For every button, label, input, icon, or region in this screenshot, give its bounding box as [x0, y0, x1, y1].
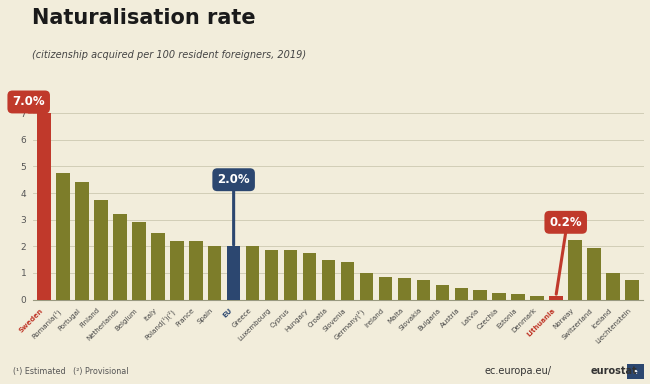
- Bar: [227, 246, 240, 300]
- Bar: [208, 246, 222, 300]
- Text: Naturalisation rate: Naturalisation rate: [32, 8, 256, 28]
- Bar: [378, 277, 392, 300]
- Bar: [359, 273, 373, 300]
- Text: eurostat: eurostat: [590, 366, 637, 376]
- Bar: [417, 280, 430, 300]
- Bar: [113, 214, 127, 300]
- Bar: [549, 296, 563, 300]
- Bar: [341, 262, 354, 300]
- Text: ec.europa.eu/: ec.europa.eu/: [484, 366, 551, 376]
- Bar: [132, 222, 146, 300]
- Bar: [454, 288, 468, 300]
- Text: (¹) Estimated   (²) Provisional: (¹) Estimated (²) Provisional: [13, 367, 129, 376]
- Text: e: e: [633, 369, 638, 375]
- Text: 2.0%: 2.0%: [217, 173, 250, 186]
- Text: (citizenship acquired per 100 resident foreigners, 2019): (citizenship acquired per 100 resident f…: [32, 50, 307, 60]
- Bar: [189, 241, 203, 300]
- Bar: [246, 246, 259, 300]
- Bar: [56, 173, 70, 300]
- Bar: [568, 240, 582, 300]
- Bar: [322, 260, 335, 300]
- Bar: [170, 241, 183, 300]
- Bar: [530, 296, 544, 300]
- Bar: [436, 285, 449, 300]
- Bar: [512, 294, 525, 300]
- Bar: [75, 182, 88, 300]
- Bar: [625, 280, 639, 300]
- Bar: [606, 273, 620, 300]
- Bar: [588, 248, 601, 300]
- Bar: [37, 113, 51, 300]
- Bar: [151, 233, 164, 300]
- Bar: [265, 250, 278, 300]
- Bar: [493, 293, 506, 300]
- Text: 7.0%: 7.0%: [12, 96, 45, 108]
- Text: 0.2%: 0.2%: [549, 216, 582, 229]
- Bar: [398, 278, 411, 300]
- Bar: [284, 250, 298, 300]
- Bar: [303, 253, 317, 300]
- Bar: [94, 200, 108, 300]
- Bar: [473, 290, 487, 300]
